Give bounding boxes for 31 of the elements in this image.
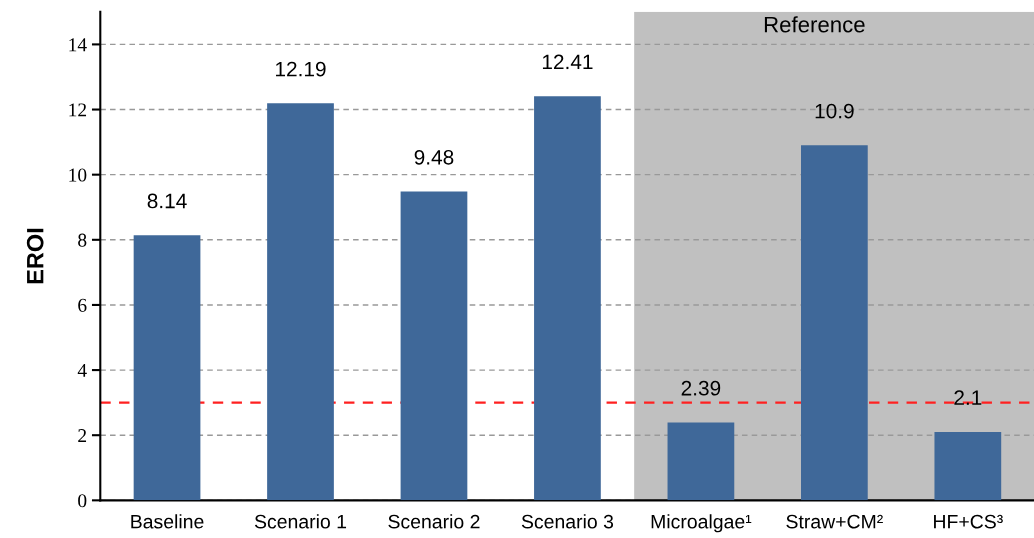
- data-label: 12.41: [542, 54, 593, 70]
- data-label: 2.1: [954, 390, 982, 405]
- x-tick-label: Scenario 1: [254, 514, 347, 529]
- data-label: 9.48: [414, 149, 454, 165]
- x-tick-label: Microalgae¹: [651, 514, 752, 533]
- bar: [667, 422, 735, 501]
- bar: [267, 103, 334, 501]
- data-label: 10.9: [815, 103, 854, 119]
- y-tick-label: 12: [69, 103, 87, 117]
- data-label: 8.14: [147, 193, 187, 209]
- y-tick-label: 4: [77, 364, 87, 377]
- x-tick-label: Scenario 2: [388, 514, 480, 529]
- data-label: 2.39: [681, 380, 721, 396]
- x-tick-label: Straw+CM²: [786, 514, 883, 529]
- bar: [400, 191, 468, 501]
- y-tick-label: 0: [78, 494, 87, 508]
- x-tick-label: HF+CS³: [934, 514, 1003, 529]
- data-label: 12.19: [276, 61, 326, 77]
- x-tick-label: Baseline: [131, 514, 204, 529]
- y-axis-title: EROI: [26, 228, 44, 284]
- y-tick-label: 14: [69, 38, 87, 52]
- band-label: Reference: [764, 16, 865, 33]
- y-tick-label: 2: [78, 429, 87, 442]
- y-tick-label: 6: [78, 298, 87, 312]
- x-tick-label: Scenario 3: [521, 514, 614, 529]
- y-tick-label: 10: [69, 168, 87, 182]
- bar: [801, 145, 868, 501]
- y-tick-label: 8: [78, 233, 87, 247]
- bar: [133, 235, 201, 501]
- bar: [534, 96, 601, 501]
- bar: [934, 431, 1002, 501]
